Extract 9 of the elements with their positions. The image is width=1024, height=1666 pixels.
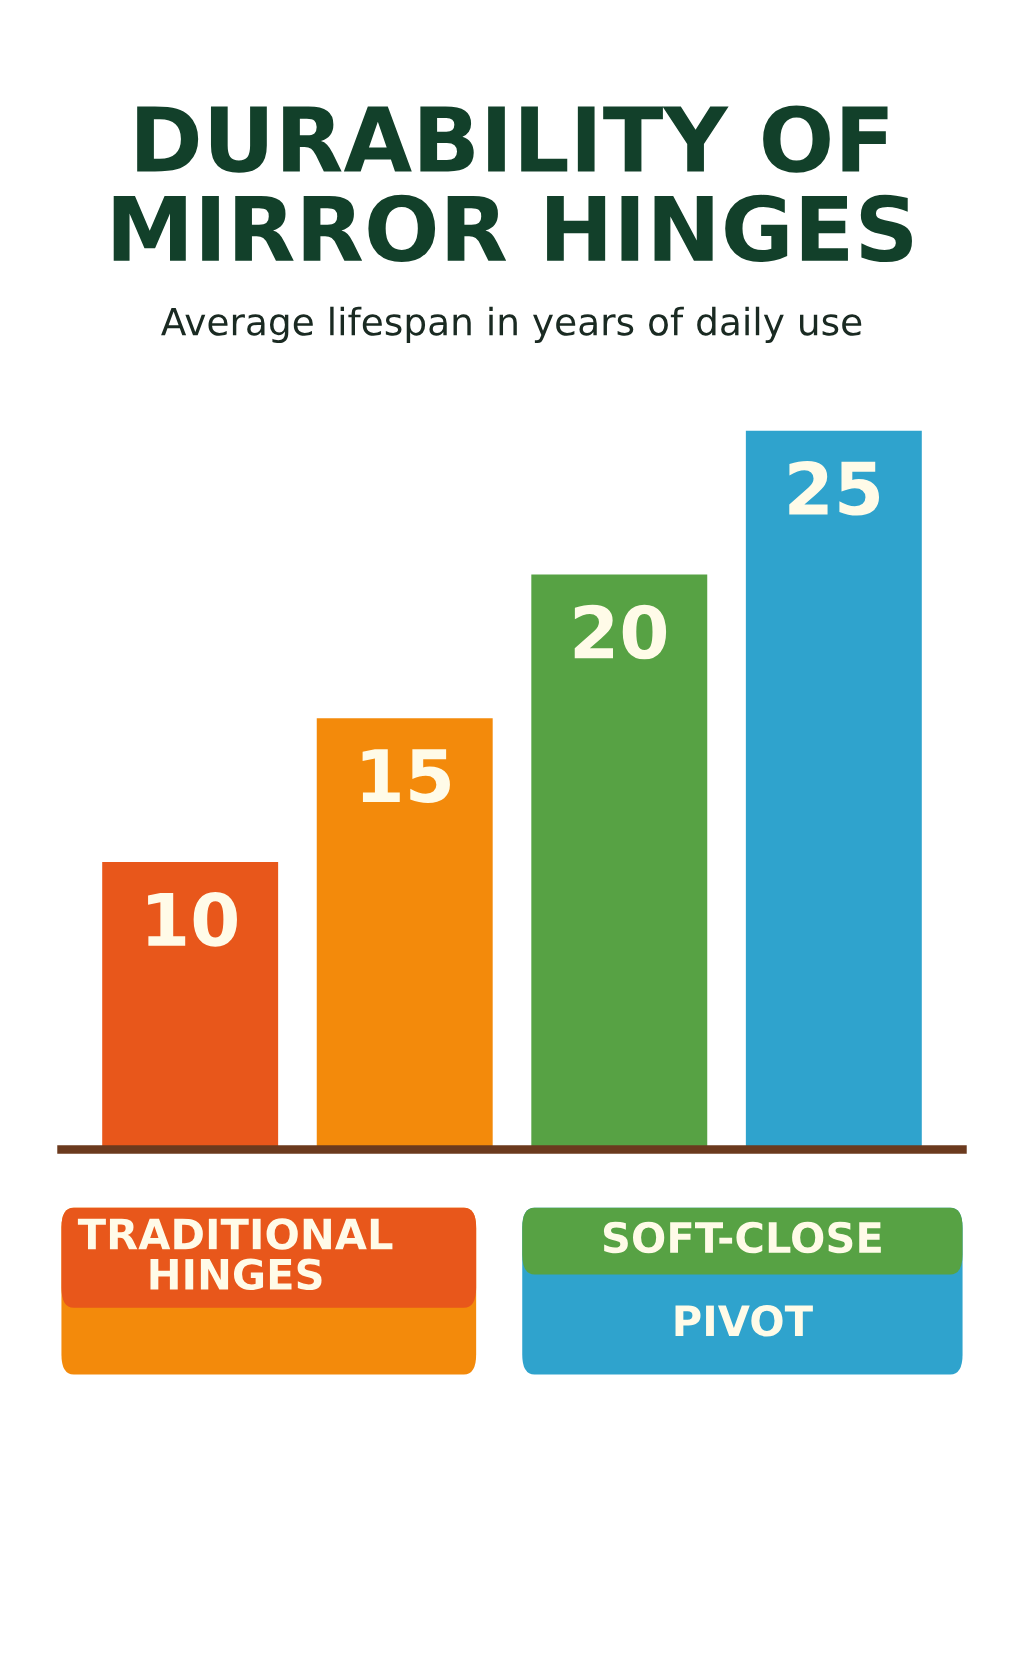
data-label: 25 <box>789 460 880 516</box>
data-label: 15 <box>362 749 450 803</box>
chart-subtitle: Average lifespan in years of daily use <box>161 306 862 344</box>
text: PIVOT <box>675 1305 813 1337</box>
chart-title: DURABILITY OF MIRROR HINGES <box>113 105 912 263</box>
data-label: 20 <box>574 604 667 660</box>
data-label: 10 <box>148 892 237 947</box>
text: TRADITIONAL HINGES <box>77 1218 393 1291</box>
text: SOFT-CLOSE <box>603 1221 881 1254</box>
